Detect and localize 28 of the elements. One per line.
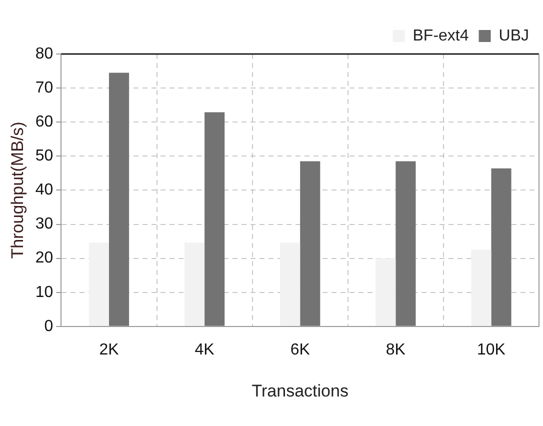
x-tick-label: 2K xyxy=(99,341,120,358)
x-tick-label: 6K xyxy=(290,341,310,358)
x-axis-title: Transactions xyxy=(252,381,348,400)
bar xyxy=(376,258,396,326)
bar xyxy=(280,242,300,326)
bar xyxy=(491,168,512,326)
bar xyxy=(108,72,130,326)
x-tick-label: 10K xyxy=(476,341,506,358)
bar xyxy=(204,112,225,326)
legend-label: BF-ext4 xyxy=(412,27,469,44)
y-tick-label: 60 xyxy=(35,114,54,131)
y-tick-label: 40 xyxy=(35,182,54,199)
y-tick-label: 10 xyxy=(35,284,54,301)
y-tick-label: 30 xyxy=(35,216,54,233)
y-tick-label: 0 xyxy=(44,318,54,335)
y-tick-label: 70 xyxy=(35,79,54,96)
bar xyxy=(300,161,320,326)
bar xyxy=(396,161,416,326)
bar xyxy=(184,242,205,326)
bar xyxy=(88,242,109,326)
y-tick-label: 20 xyxy=(35,250,54,267)
x-tick-label: 4K xyxy=(194,341,215,358)
bar xyxy=(471,250,492,326)
y-tick-label: 80 xyxy=(35,45,54,62)
y-tick-label: 50 xyxy=(35,148,54,165)
y-axis-title: Throughput(MB/s) xyxy=(8,122,27,259)
x-tick-label: 8K xyxy=(386,341,406,358)
legend-label: UBJ xyxy=(498,27,530,44)
